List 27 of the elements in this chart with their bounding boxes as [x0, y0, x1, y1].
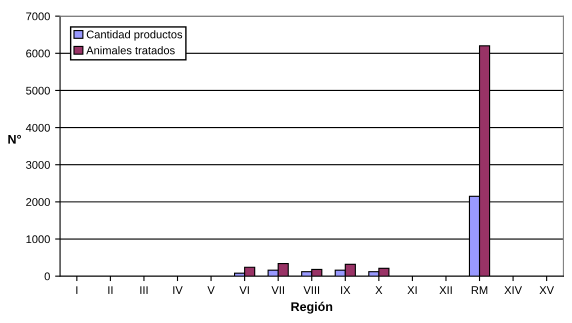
x-tick-label: II	[108, 286, 112, 294]
legend-label: Animales tratados	[86, 46, 175, 54]
x-tick-label: VIII	[303, 286, 320, 294]
y-tick-label: 7000	[26, 12, 50, 20]
x-tick-label: XIV	[504, 286, 522, 294]
x-tick-label: X	[375, 286, 382, 294]
y-tick-label: 3000	[26, 160, 50, 169]
x-tick-label: VI	[239, 286, 249, 294]
x-tick-label: XI	[407, 286, 417, 294]
y-tick-label: 1000	[26, 235, 50, 244]
y-tick-label: 5000	[26, 86, 50, 95]
x-tick-label: V	[207, 286, 215, 294]
x-tick-label: XV	[539, 286, 554, 294]
y-axis-title: N°	[8, 134, 21, 144]
x-tick-label: RM	[472, 286, 488, 294]
x-tick-label: VII	[271, 286, 284, 294]
x-tick-label: IX	[341, 286, 350, 294]
x-tick-label: XII	[439, 286, 452, 294]
legend-label: Cantidad productos	[86, 30, 182, 41]
y-tick-label: 6000	[26, 50, 50, 58]
x-tick-label: IV	[173, 286, 183, 294]
x-tick-label: I	[76, 286, 78, 294]
x-tick-label: III	[140, 286, 148, 294]
x-axis-title: Región	[291, 302, 332, 314]
y-tick-label: 2000	[26, 198, 50, 206]
y-tick-label: 4000	[26, 124, 50, 132]
y-tick-label: 0	[44, 272, 50, 280]
